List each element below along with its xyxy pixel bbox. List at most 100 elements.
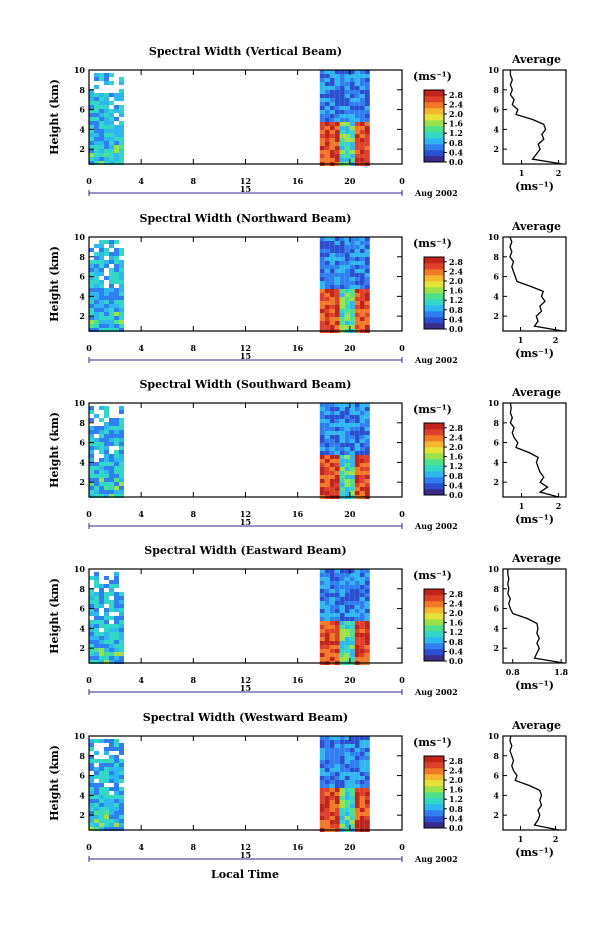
heatmap-cell bbox=[114, 600, 119, 604]
colorbar: 0.00.40.81.21.62.02.42.8 bbox=[423, 422, 463, 500]
colorbar-tick-label: 0.0 bbox=[449, 324, 463, 334]
heatmap-cell bbox=[364, 102, 370, 106]
heatmap-cell bbox=[319, 82, 325, 86]
heatmap-cell bbox=[334, 744, 340, 748]
heatmap-cell bbox=[334, 740, 340, 744]
colorbar-tick-label: 0.0 bbox=[449, 823, 463, 833]
heatmap-cell bbox=[329, 593, 335, 597]
heatmap-cell bbox=[319, 269, 325, 273]
heatmap-cell bbox=[114, 628, 119, 632]
heatmap-cell bbox=[339, 649, 345, 653]
heatmap-cell bbox=[109, 807, 114, 811]
heatmap-cell bbox=[324, 431, 330, 435]
heatmap-cell bbox=[94, 141, 99, 145]
heatmap-cell bbox=[344, 102, 350, 106]
heatmap-cell bbox=[359, 130, 365, 134]
colorbar-swatch bbox=[424, 792, 444, 799]
heatmap-cell bbox=[329, 106, 335, 110]
heatmap-cell bbox=[119, 113, 124, 117]
heatmap-cell bbox=[114, 264, 119, 268]
heatmap-cell bbox=[349, 86, 355, 90]
heatmap-cell bbox=[119, 300, 124, 304]
heatmap-cell bbox=[354, 407, 360, 411]
heatmap-cell bbox=[99, 125, 104, 129]
colorbar-swatch bbox=[424, 798, 444, 805]
heatmap-cell bbox=[349, 824, 355, 828]
heatmap-cell bbox=[334, 114, 340, 118]
heatmap-cell bbox=[99, 288, 104, 292]
date-month-label: Aug 2002 bbox=[414, 521, 458, 531]
heatmap-cell bbox=[334, 736, 340, 740]
heatmap-cell bbox=[349, 768, 355, 772]
heatmap-cell bbox=[324, 585, 330, 589]
heatmap-cell bbox=[94, 121, 99, 125]
colorbar-swatch bbox=[424, 281, 444, 288]
heatmap-cell bbox=[329, 273, 335, 277]
heatmap-cell bbox=[334, 269, 340, 273]
average-y-tick-label: 2 bbox=[493, 311, 499, 321]
heatmap-cell bbox=[364, 609, 370, 613]
average-y-tick-label: 10 bbox=[488, 564, 500, 574]
heatmap-cell bbox=[354, 309, 360, 313]
heatmap-cell bbox=[119, 324, 124, 328]
y-tick-label: 6 bbox=[79, 105, 85, 115]
heatmap-cell bbox=[329, 114, 335, 118]
heatmap-cell bbox=[104, 608, 109, 612]
heatmap-cell bbox=[319, 475, 325, 479]
heatmap-cell bbox=[114, 747, 119, 751]
heatmap-cell bbox=[354, 804, 360, 808]
heatmap-cell bbox=[114, 153, 119, 157]
heatmap-cell bbox=[329, 118, 335, 122]
heatmap-cell bbox=[99, 600, 104, 604]
heatmap-cell bbox=[344, 796, 350, 800]
heatmap-cell bbox=[339, 824, 345, 828]
heatmap-cell bbox=[364, 293, 370, 297]
heatmap-cell bbox=[89, 624, 94, 628]
heatmap-cell bbox=[319, 601, 325, 605]
x-tick-label: 12 bbox=[240, 176, 251, 186]
heatmap-cell bbox=[344, 764, 350, 768]
heatmap-cell bbox=[344, 435, 350, 439]
heatmap-cell bbox=[94, 807, 99, 811]
heatmap-cell bbox=[364, 427, 370, 431]
heatmap-cell bbox=[109, 827, 114, 831]
colorbar-swatch bbox=[424, 756, 444, 763]
heatmap-cell bbox=[359, 447, 365, 451]
heatmap-cell bbox=[114, 280, 119, 284]
heatmap-cell bbox=[354, 593, 360, 597]
average-y-tick-label: 8 bbox=[493, 584, 499, 594]
heatmap-cell bbox=[104, 410, 109, 414]
heatmap-cell bbox=[339, 613, 345, 617]
x-tick-label: 16 bbox=[292, 842, 304, 852]
heatmap-cell bbox=[324, 645, 330, 649]
heatmap-cell bbox=[109, 145, 114, 149]
heatmap-cell bbox=[339, 657, 345, 661]
y-axis-label: Height (km) bbox=[48, 745, 61, 821]
heatmap-cell bbox=[344, 269, 350, 273]
heatmap-cell bbox=[319, 609, 325, 613]
heatmap-cell bbox=[319, 309, 325, 313]
heatmap-cell bbox=[334, 245, 340, 249]
heatmap-cell bbox=[324, 297, 330, 301]
heatmap-cell bbox=[94, 93, 99, 97]
heatmap-cell bbox=[104, 759, 109, 763]
heatmap-cell bbox=[334, 617, 340, 621]
colorbar-tick-label: 1.2 bbox=[449, 461, 463, 471]
heatmap-cell bbox=[119, 751, 124, 755]
heatmap-cell bbox=[119, 616, 124, 620]
heatmap-cell bbox=[349, 633, 355, 637]
heatmap-cell bbox=[104, 827, 109, 831]
heatmap-cell bbox=[364, 812, 370, 816]
heatmap-cell bbox=[89, 486, 94, 490]
heatmap-cell bbox=[364, 249, 370, 253]
heatmap-cell bbox=[354, 475, 360, 479]
colorbar-swatch bbox=[424, 601, 444, 608]
heatmap-cell bbox=[359, 423, 365, 427]
data-block bbox=[319, 736, 370, 832]
heatmap-cell bbox=[319, 415, 325, 419]
heatmap-cell bbox=[364, 581, 370, 585]
heatmap-cell bbox=[109, 426, 114, 430]
heatmap-cell bbox=[119, 292, 124, 296]
heatmap-cell bbox=[354, 621, 360, 625]
